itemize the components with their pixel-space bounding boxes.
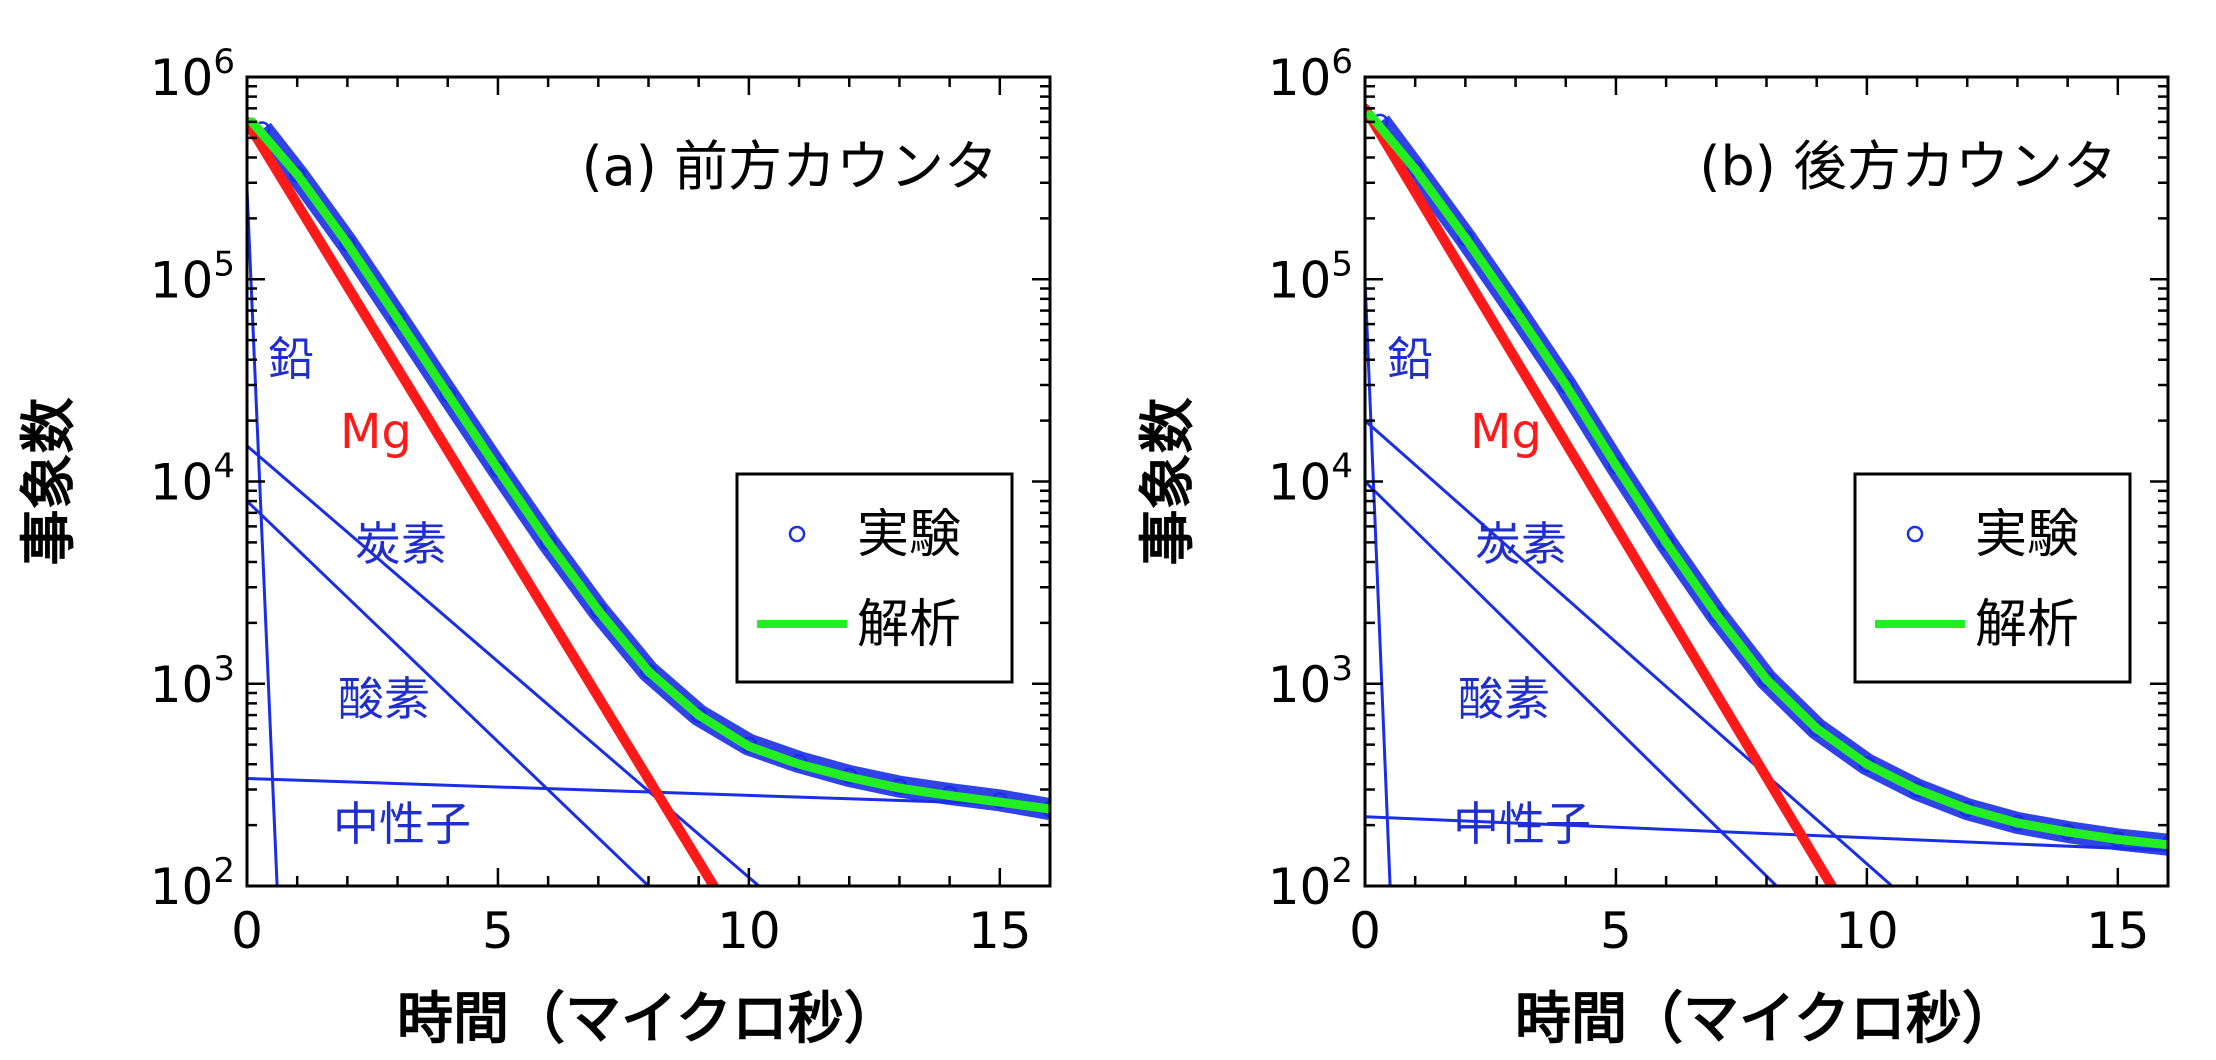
y-tick-base: 10 <box>150 454 214 512</box>
y-tick-exponent: 4 <box>1331 447 1353 487</box>
y-tick-exponent: 6 <box>1331 42 1353 82</box>
label-carbon: 炭素 <box>1475 517 1567 571</box>
component-line-2 <box>1365 480 1778 886</box>
plot-area <box>1365 103 2168 886</box>
label-neutron: 中性子 <box>1453 797 1591 851</box>
x-axis-label: 時間（マイクロ秒） <box>1515 987 2018 1052</box>
y-tick-label: 102 <box>1268 851 1353 916</box>
legend-box <box>1853 472 2132 684</box>
label-carbon: 炭素 <box>355 517 447 571</box>
legend-marker-experiment <box>788 525 806 543</box>
component-line-1 <box>247 444 760 886</box>
y-tick-label: 106 <box>150 42 235 107</box>
component-line-2 <box>247 500 650 886</box>
y-axis-label: 事象数 <box>17 398 82 566</box>
label-lead: 鉛 <box>1387 332 1433 386</box>
y-tick-label: 104 <box>150 447 235 512</box>
y-tick-base: 10 <box>1268 251 1332 309</box>
mg-line <box>1365 103 1837 886</box>
x-tick-label: 5 <box>1600 902 1632 960</box>
plot-area <box>247 116 1050 886</box>
y-tick-label: 103 <box>1268 649 1353 714</box>
y-tick-base: 10 <box>150 49 214 107</box>
y-tick-exponent: 2 <box>1331 851 1353 891</box>
y-tick-base: 10 <box>150 858 214 916</box>
y-tick-label: 104 <box>1268 447 1353 512</box>
y-tick-base: 10 <box>150 251 214 309</box>
fit-line <box>247 117 1050 814</box>
y-tick-base: 10 <box>1268 656 1332 714</box>
y-tick-label: 105 <box>150 244 235 309</box>
x-tick-label: 15 <box>968 902 1032 960</box>
legend-label-experiment: 実験 <box>857 505 961 565</box>
fit-line <box>1365 110 2168 850</box>
x-tick-label: 10 <box>1835 902 1899 960</box>
y-tick-base: 10 <box>1268 454 1332 512</box>
x-tick-label: 15 <box>2086 902 2150 960</box>
component-line-0 <box>247 188 279 886</box>
legend-box <box>735 472 1014 684</box>
legend-marker-experiment <box>1906 525 1924 543</box>
mg-line <box>247 116 719 886</box>
label-oxygen: 酸素 <box>338 672 430 726</box>
label-neutron: 中性子 <box>333 797 471 851</box>
x-tick-label: 5 <box>482 902 514 960</box>
y-tick-label: 106 <box>1268 42 1353 107</box>
component-line-3 <box>247 777 1050 808</box>
component-line-1 <box>1365 419 1893 886</box>
y-tick-base: 10 <box>1268 49 1332 107</box>
panel-title: (b) 後方カウンタ <box>1699 135 2117 198</box>
legend-label-experiment: 実験 <box>1975 505 2079 565</box>
y-tick-exponent: 4 <box>213 447 235 487</box>
legend-label-fit: 解析 <box>857 595 961 655</box>
y-axis-label: 事象数 <box>1136 398 1201 566</box>
component-line-3 <box>1365 815 2168 852</box>
x-tick-label: 0 <box>1349 902 1381 960</box>
legend-label-fit: 解析 <box>1975 595 2079 655</box>
y-tick-exponent: 3 <box>213 649 235 689</box>
y-tick-exponent: 5 <box>1331 244 1353 284</box>
y-tick-exponent: 6 <box>213 42 235 82</box>
label-mg: Mg <box>1470 404 1542 460</box>
component-line-0 <box>1365 279 1392 886</box>
y-tick-label: 105 <box>1268 244 1353 309</box>
y-tick-base: 10 <box>1268 858 1332 916</box>
x-tick-label: 10 <box>717 902 781 960</box>
y-tick-exponent: 5 <box>213 244 235 284</box>
x-tick-label: 0 <box>231 902 263 960</box>
y-tick-label: 102 <box>150 851 235 916</box>
label-oxygen: 酸素 <box>1458 672 1550 726</box>
y-tick-base: 10 <box>150 656 214 714</box>
label-mg: Mg <box>340 404 412 460</box>
y-tick-exponent: 2 <box>213 851 235 891</box>
y-tick-exponent: 3 <box>1331 649 1353 689</box>
panel-title: (a) 前方カウンタ <box>582 135 998 198</box>
y-tick-label: 103 <box>150 649 235 714</box>
label-lead: 鉛 <box>268 332 314 386</box>
x-axis-label: 時間（マイクロ秒） <box>397 987 900 1052</box>
